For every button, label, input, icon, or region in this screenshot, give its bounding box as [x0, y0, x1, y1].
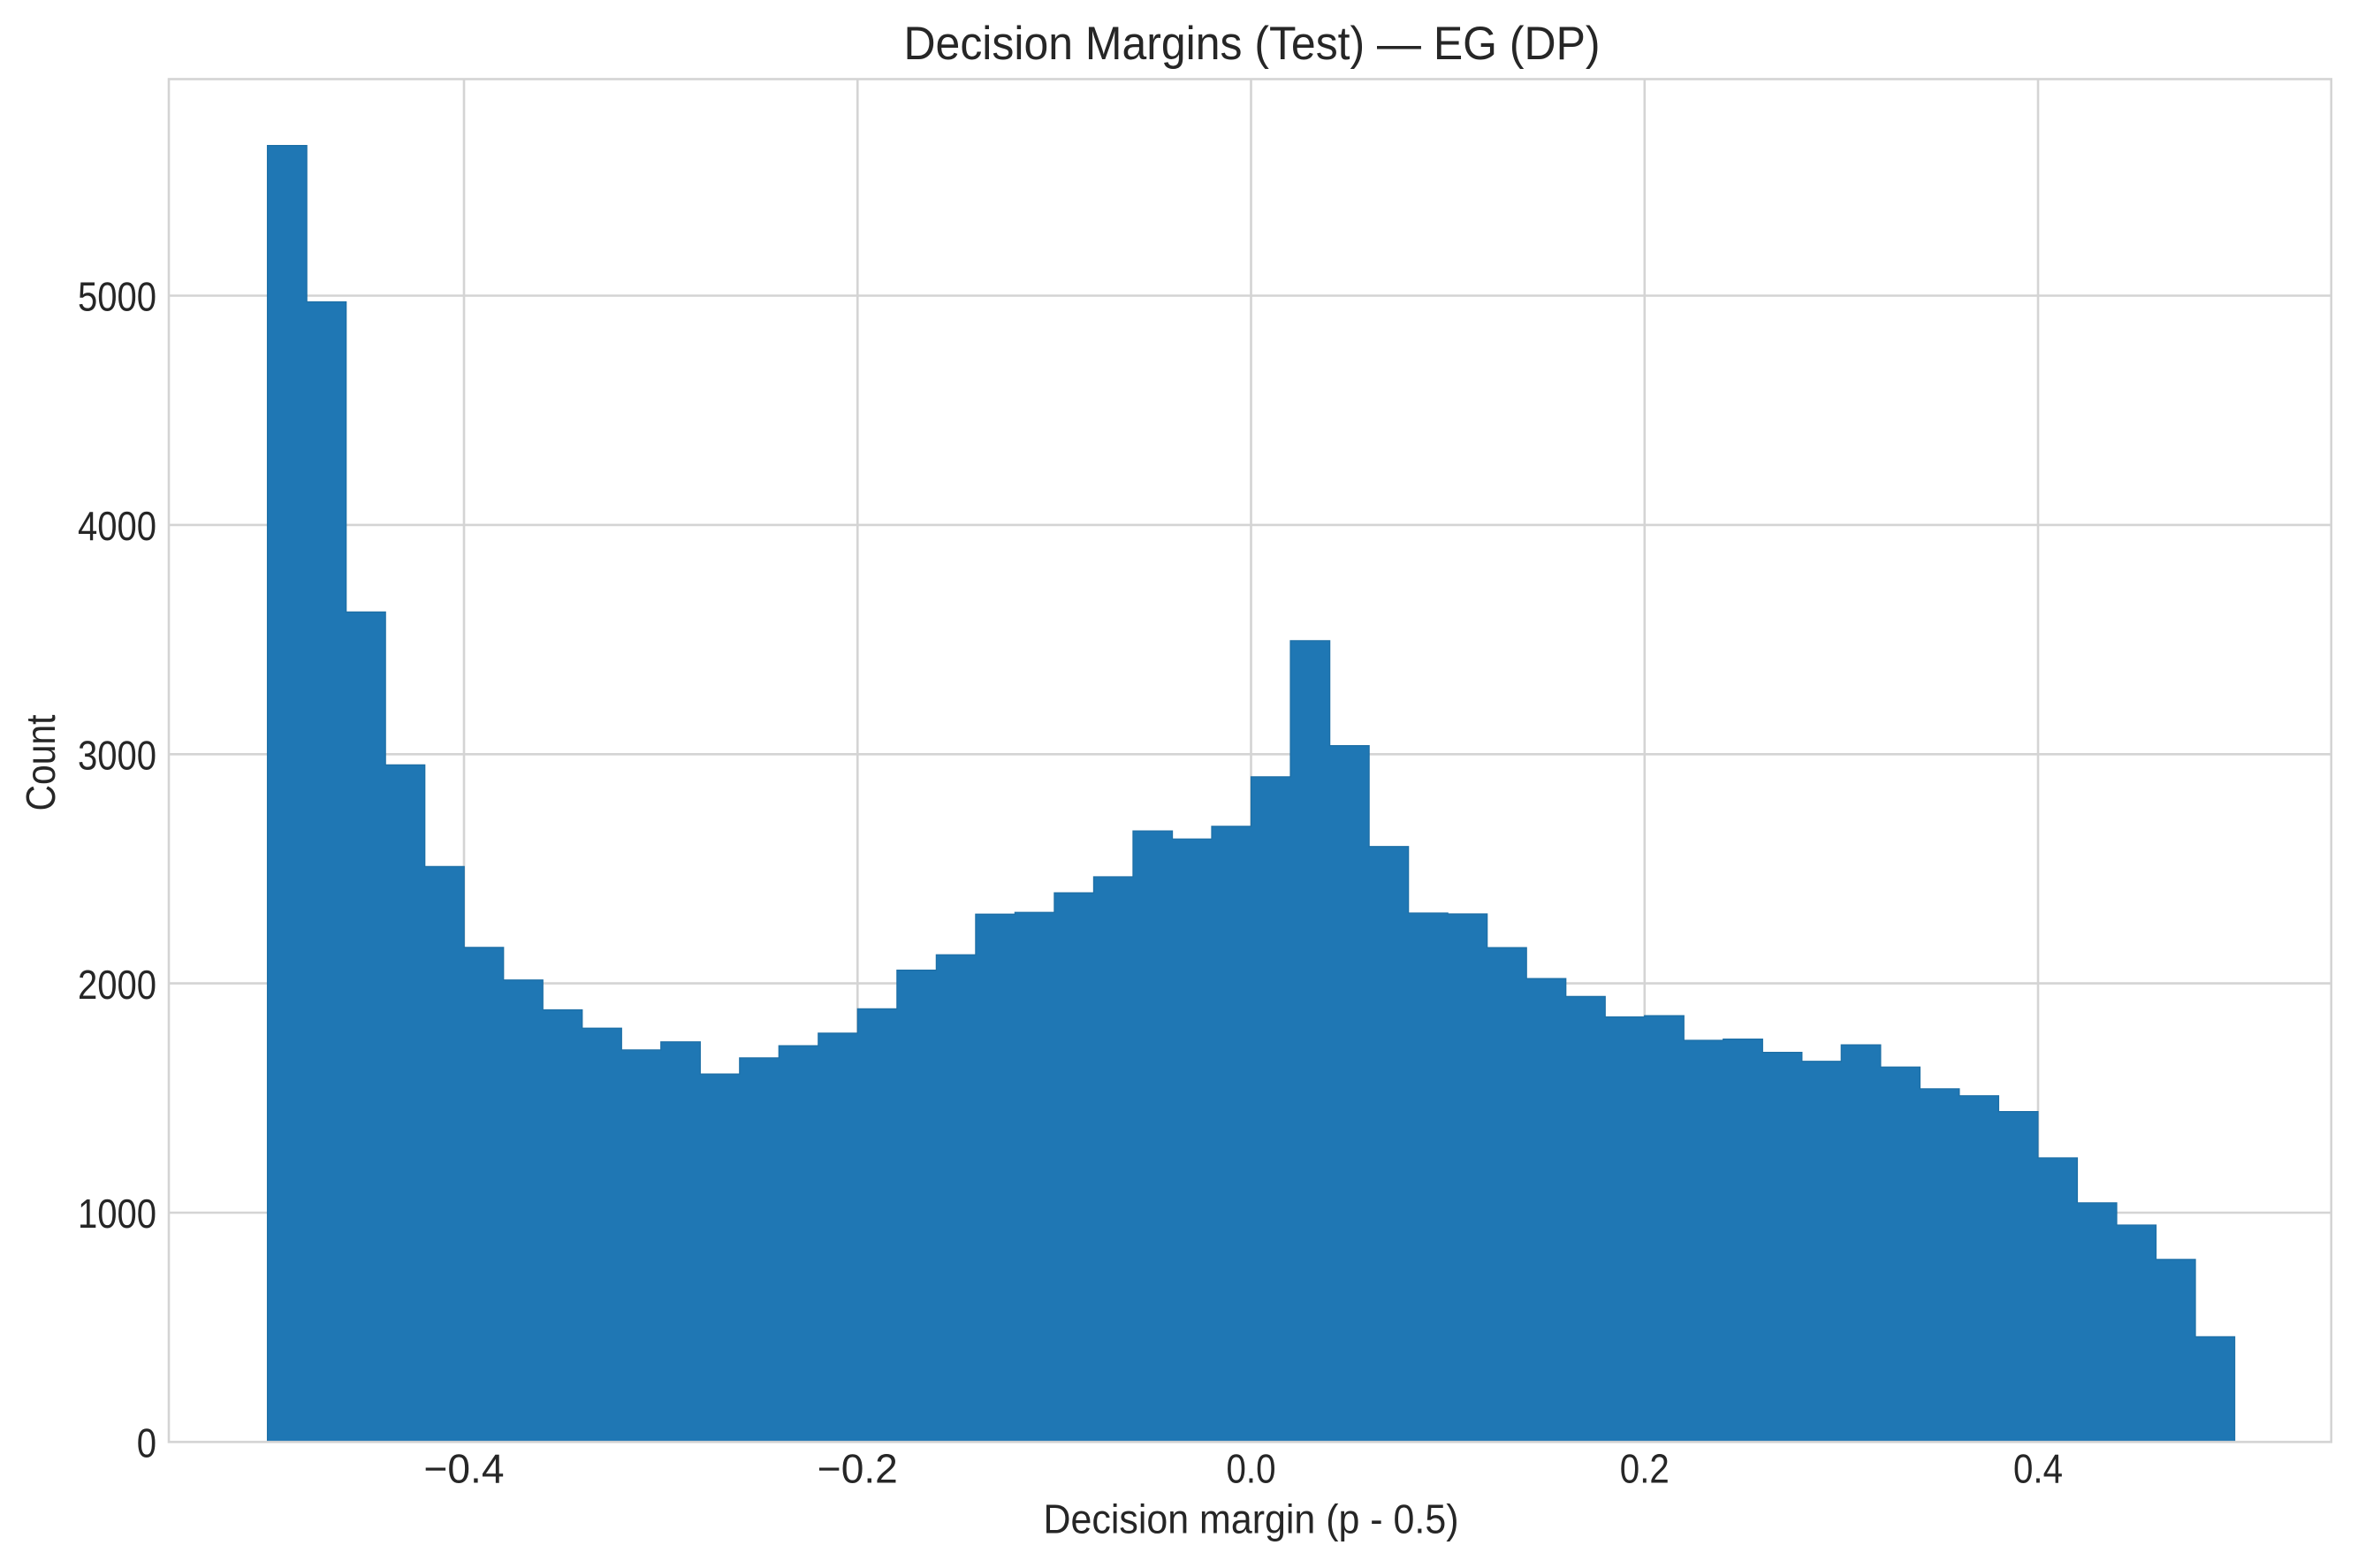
svg-text:Decision margin (p - 0.5): Decision margin (p - 0.5)	[1044, 1496, 1459, 1541]
svg-text:5000: 5000	[78, 274, 156, 320]
svg-text:1000: 1000	[78, 1191, 156, 1237]
svg-text:Count: Count	[18, 714, 64, 811]
svg-text:4000: 4000	[78, 503, 156, 549]
svg-text:Decision Margins (Test) — EG (: Decision Margins (Test) — EG (DP)	[904, 18, 1601, 70]
svg-text:−0.2: −0.2	[818, 1445, 898, 1491]
svg-text:3000: 3000	[78, 733, 156, 779]
svg-text:0.0: 0.0	[1227, 1445, 1276, 1491]
svg-text:−0.4: −0.4	[424, 1445, 505, 1491]
svg-text:2000: 2000	[78, 962, 156, 1008]
svg-text:0: 0	[137, 1420, 156, 1466]
svg-text:0.2: 0.2	[1620, 1445, 1670, 1491]
svg-text:0.4: 0.4	[2013, 1445, 2063, 1491]
